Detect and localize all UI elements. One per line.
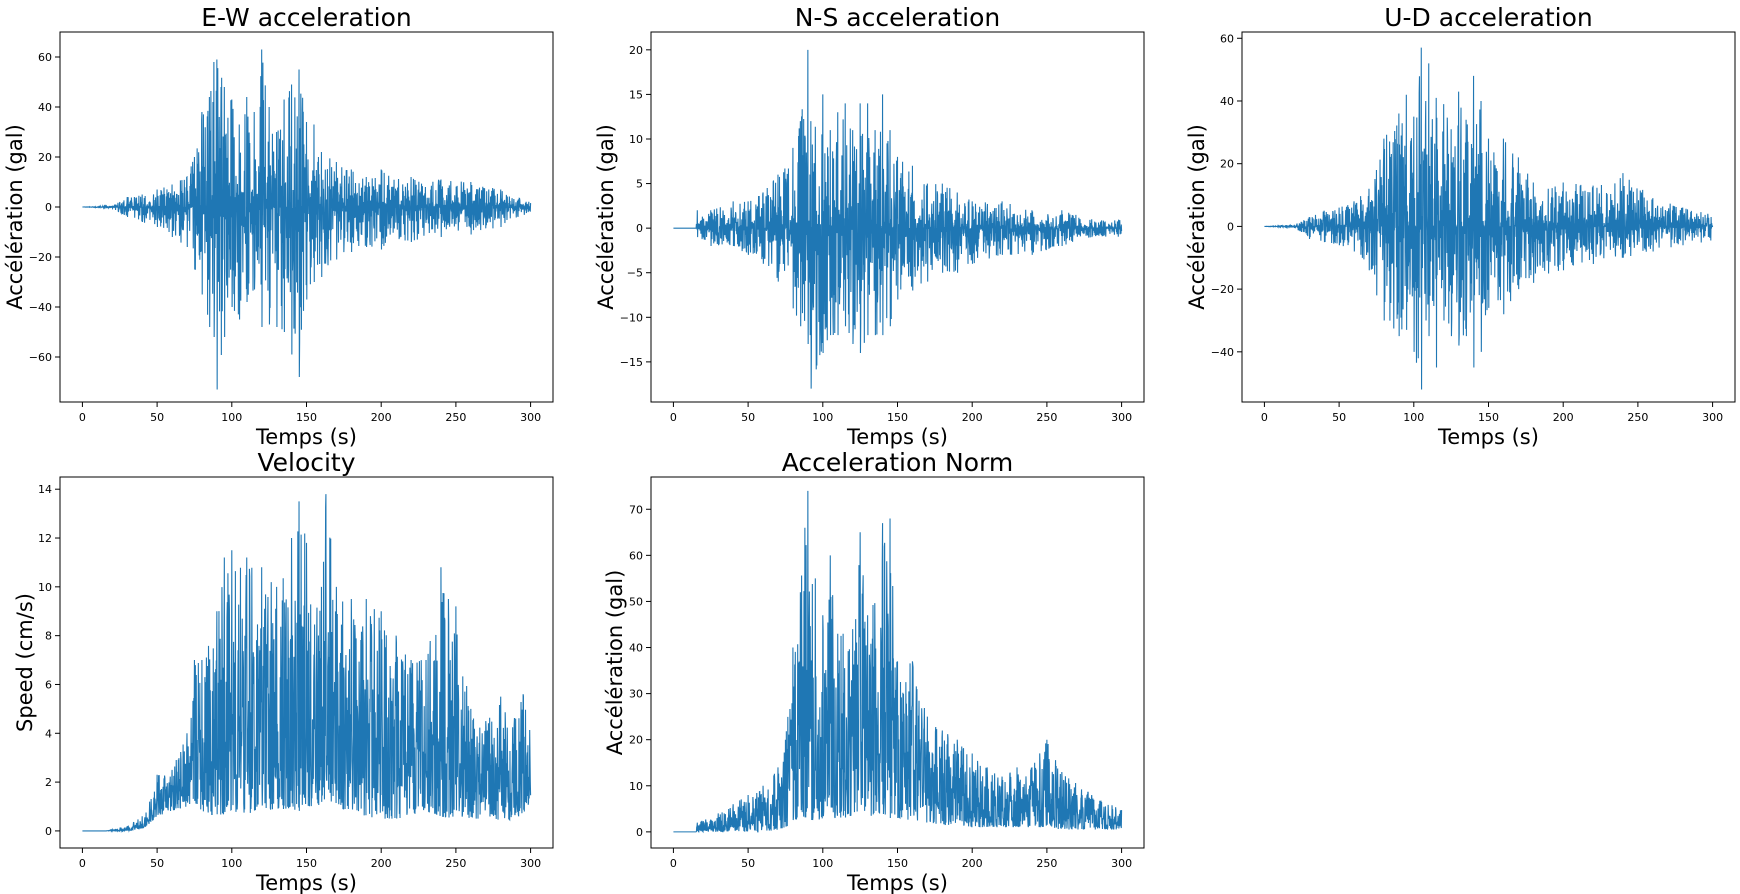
x-axis-label: Temps (s): [255, 871, 357, 894]
x-tick-label: 0: [670, 857, 677, 870]
x-tick-label: 100: [221, 411, 242, 424]
y-tick-label: 0: [45, 201, 52, 214]
x-tick-label: 100: [812, 411, 833, 424]
y-tick-label: 8: [45, 630, 52, 643]
x-tick-label: 50: [741, 411, 755, 424]
chart-title: N-S acceleration: [795, 3, 1001, 32]
y-tick-label: 20: [629, 734, 643, 747]
y-tick-label: −40: [1211, 346, 1234, 359]
y-tick-label: 70: [629, 503, 643, 516]
y-tick-label: 5: [636, 178, 643, 191]
y-tick-label: 10: [629, 780, 643, 793]
x-tick-label: 50: [150, 857, 164, 870]
y-tick-label: 4: [45, 727, 52, 740]
x-axis-label: Temps (s): [846, 871, 948, 894]
x-tick-label: 0: [670, 411, 677, 424]
y-tick-label: −15: [620, 356, 643, 369]
y-tick-label: 40: [38, 101, 52, 114]
chart-title: Velocity: [257, 448, 355, 477]
chart-title: U-D acceleration: [1384, 3, 1593, 32]
x-tick-label: 200: [371, 857, 392, 870]
subplot-2: 0 50 100 150 200 250 300 −15 −10 −5 0 5 10 15 20 N-S ac…: [594, 3, 1145, 449]
x-tick-label: 100: [1403, 411, 1424, 424]
x-tick-label: 150: [887, 411, 908, 424]
y-tick-label: 0: [45, 825, 52, 838]
series-line: [673, 490, 1123, 834]
y-tick-label: 60: [1220, 32, 1234, 45]
y-tick-label: 14: [38, 483, 52, 496]
x-tick-label: 200: [962, 411, 983, 424]
y-tick-label: 12: [38, 532, 52, 545]
x-tick-label: 100: [221, 857, 242, 870]
x-tick-label: 300: [1111, 857, 1132, 870]
y-tick-label: 2: [45, 776, 52, 789]
x-tick-label: 300: [520, 411, 541, 424]
y-tick-label: 30: [629, 688, 643, 701]
x-tick-label: 150: [296, 411, 317, 424]
x-tick-label: 100: [812, 857, 833, 870]
x-tick-label: 0: [79, 411, 86, 424]
y-tick-label: −20: [29, 251, 52, 264]
chart-title: Acceleration Norm: [782, 448, 1013, 477]
subplot-3: 0 50 100 150 200 250 300 −40 −20 0 20 40 60 U-D accel…: [1185, 3, 1736, 449]
y-tick-label: 10: [38, 581, 52, 594]
y-axis-label: Accélération (gal): [603, 570, 627, 756]
x-tick-label: 50: [150, 411, 164, 424]
x-tick-label: 150: [887, 857, 908, 870]
subplot-4: 0 50 100 150 200 250 300 0 2 4 6 8 10 12 14 Velocity Tem…: [13, 448, 554, 894]
y-tick-label: −60: [29, 351, 52, 364]
y-tick-label: 6: [45, 678, 52, 691]
x-tick-label: 300: [1111, 411, 1132, 424]
x-tick-label: 50: [741, 857, 755, 870]
x-tick-label: 250: [445, 411, 466, 424]
y-tick-label: 40: [629, 642, 643, 655]
y-tick-label: −5: [627, 267, 643, 280]
x-tick-label: 200: [962, 857, 983, 870]
x-tick-label: 300: [1702, 411, 1723, 424]
y-tick-label: 20: [629, 44, 643, 57]
y-axis-label: Accélération (gal): [1185, 124, 1209, 310]
chart-title: E-W acceleration: [201, 3, 411, 32]
x-tick-label: 250: [445, 857, 466, 870]
subplot-5: 0 50 100 150 200 250 300 0 10 20 30 40 50 60 70 Acceler…: [603, 448, 1145, 894]
x-tick-label: 150: [296, 857, 317, 870]
y-tick-label: 15: [629, 88, 643, 101]
y-axis-label: Speed (cm/s): [13, 593, 37, 732]
y-tick-label: 0: [636, 826, 643, 839]
y-tick-label: 20: [38, 151, 52, 164]
x-tick-label: 200: [1553, 411, 1574, 424]
y-tick-label: 0: [1227, 220, 1234, 233]
x-axis-label: Temps (s): [1437, 425, 1539, 449]
y-tick-label: −40: [29, 301, 52, 314]
y-tick-label: 10: [629, 133, 643, 146]
series-line: [82, 494, 532, 833]
x-axis-label: Temps (s): [846, 425, 948, 449]
x-tick-label: 0: [79, 857, 86, 870]
y-tick-label: 0: [636, 222, 643, 235]
y-tick-label: −10: [620, 311, 643, 324]
x-tick-label: 200: [371, 411, 392, 424]
y-tick-label: 20: [1220, 158, 1234, 171]
x-tick-label: 0: [1261, 411, 1268, 424]
series-line: [82, 49, 532, 390]
series-line: [673, 49, 1123, 389]
x-tick-label: 150: [1478, 411, 1499, 424]
x-tick-label: 250: [1627, 411, 1648, 424]
x-tick-label: 250: [1036, 857, 1057, 870]
series-line: [1264, 47, 1714, 390]
x-axis-label: Temps (s): [255, 425, 357, 449]
y-axis-label: Accélération (gal): [594, 124, 618, 310]
y-tick-label: 50: [629, 595, 643, 608]
y-tick-label: −20: [1211, 283, 1234, 296]
y-axis-label: Accélération (gal): [3, 124, 27, 310]
subplot-1: 0 50 100 150 200 250 300 −60 −40 −20 0 20 40 60 E-W ac…: [3, 3, 554, 449]
x-tick-label: 250: [1036, 411, 1057, 424]
y-tick-label: 40: [1220, 95, 1234, 108]
y-tick-label: 60: [38, 51, 52, 64]
y-tick-label: 60: [629, 549, 643, 562]
x-tick-label: 50: [1332, 411, 1346, 424]
x-tick-label: 300: [520, 857, 541, 870]
